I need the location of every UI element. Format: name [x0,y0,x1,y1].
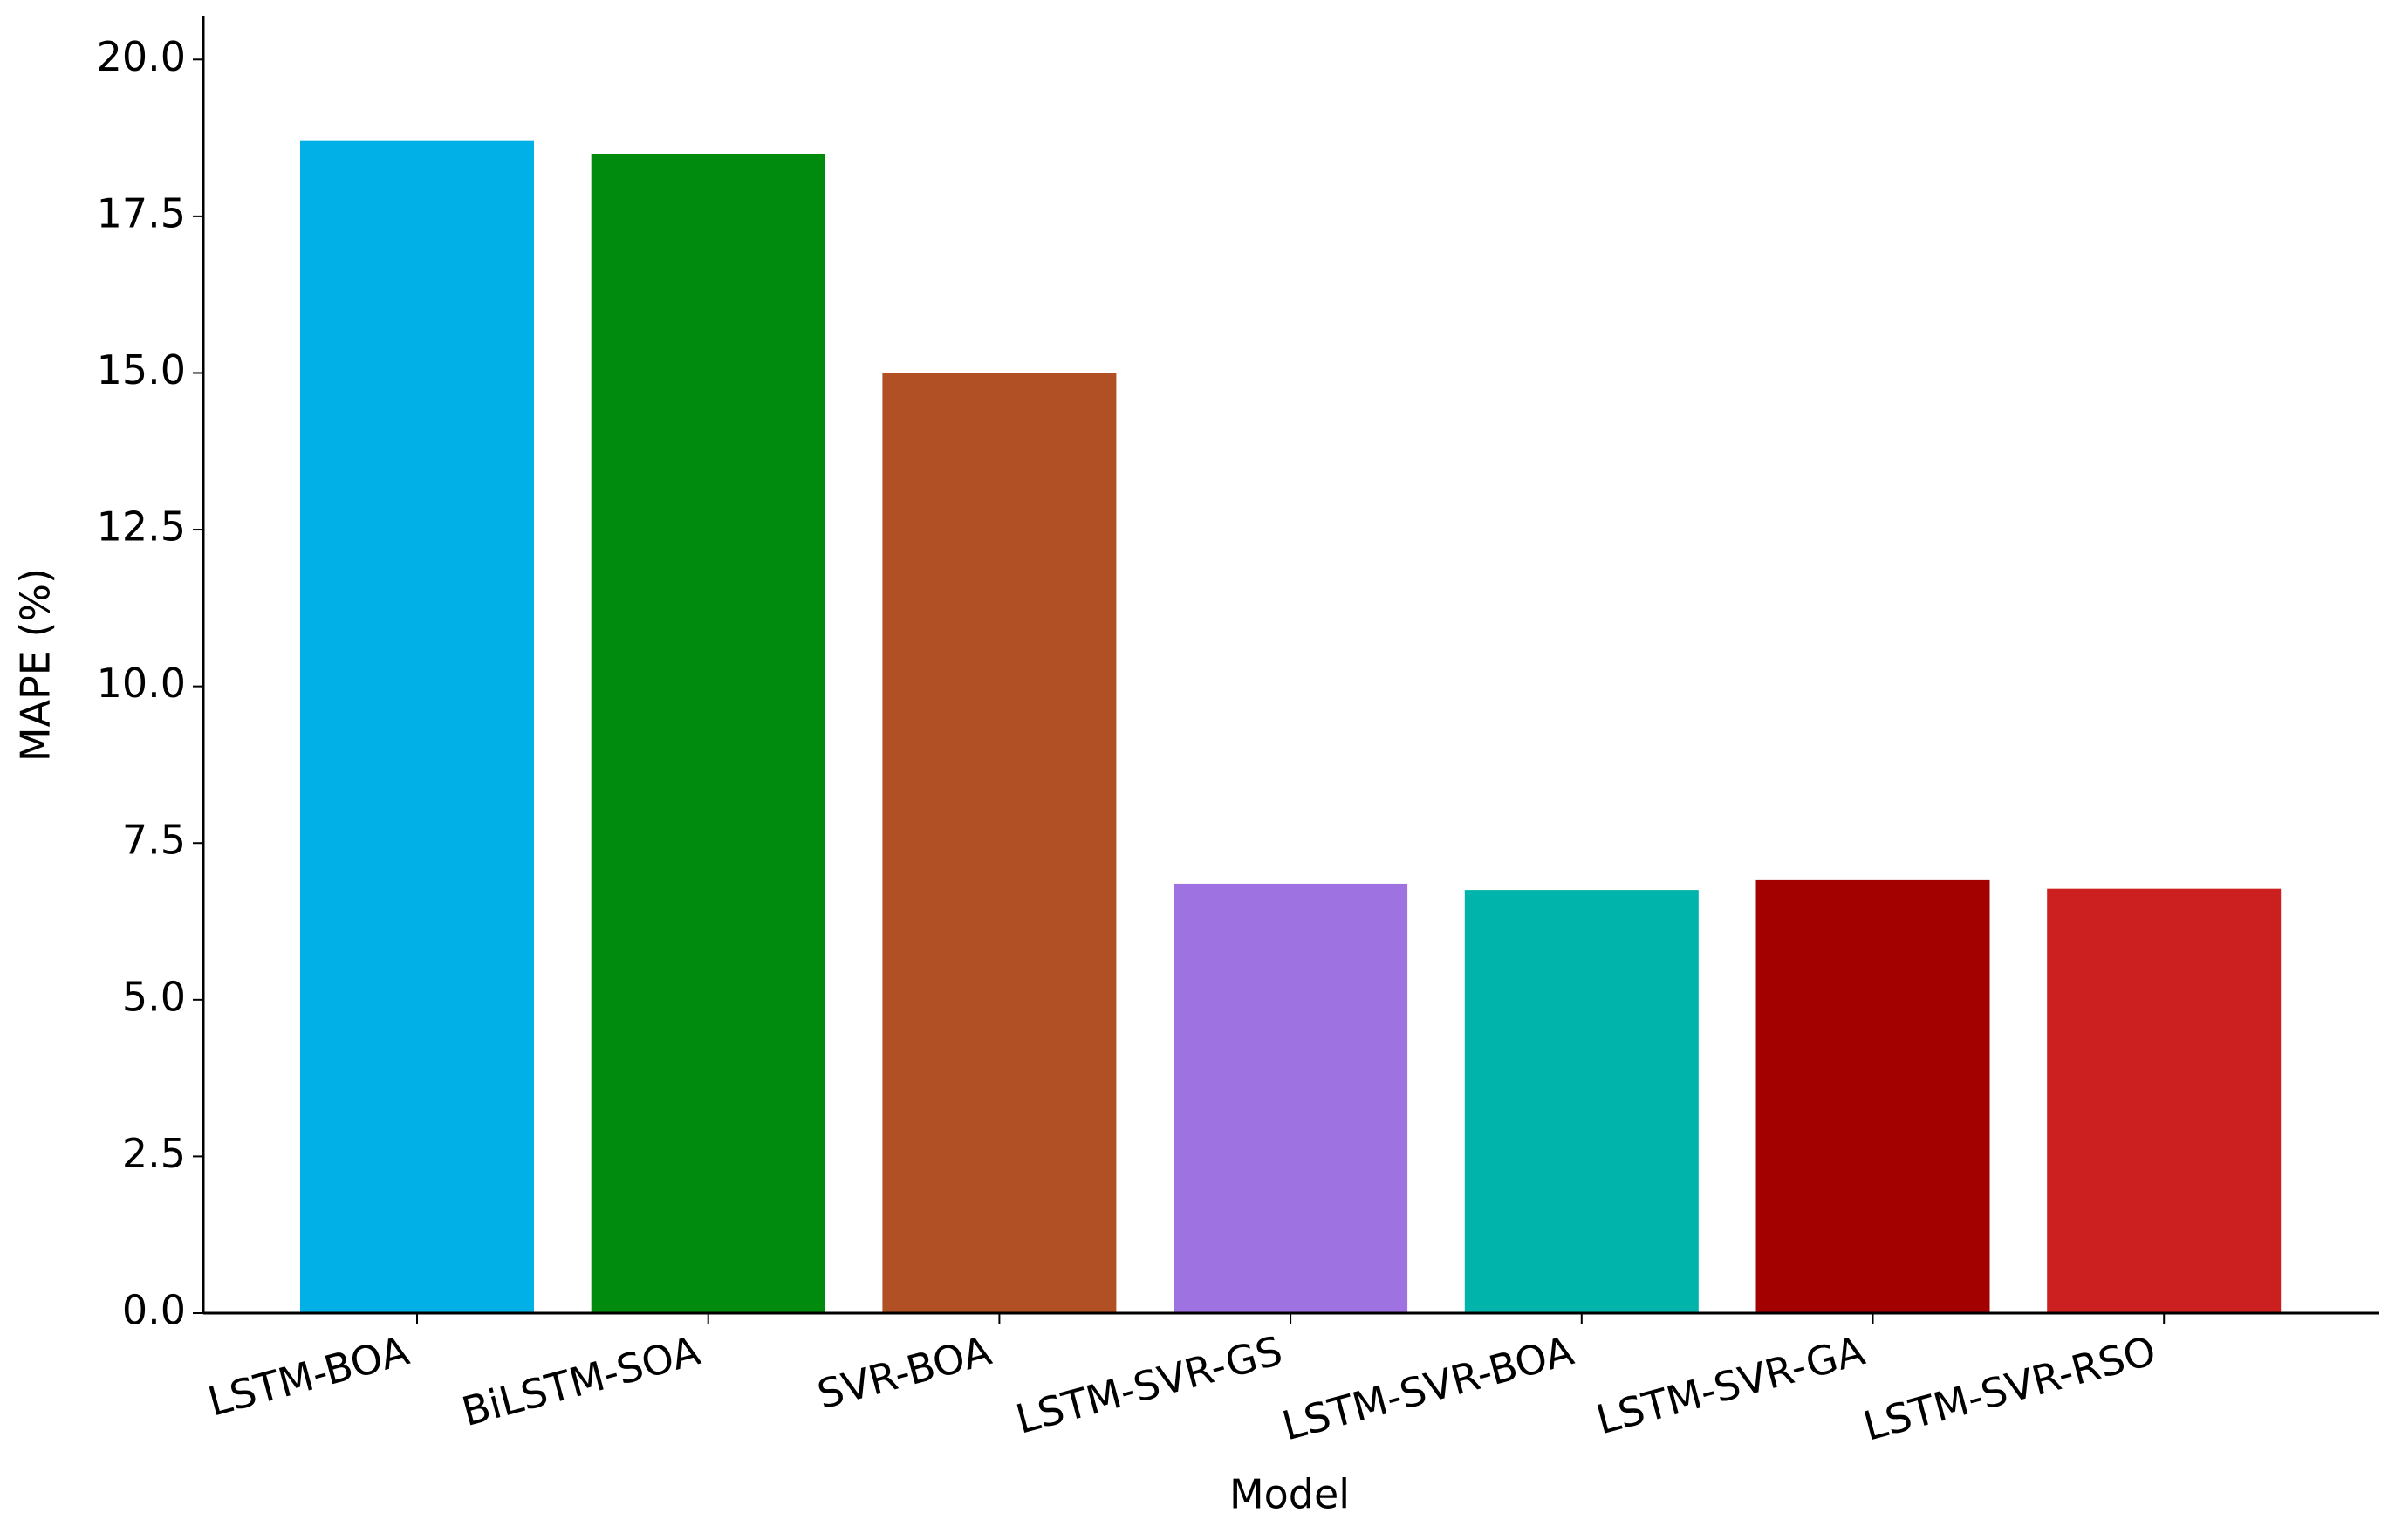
x-tick-label: LSTM-SVR-GS [1011,1327,1287,1443]
x-tick-label: LSTM-SVR-BOA [1277,1326,1578,1449]
x-tick-label: SVR-BOA [812,1326,996,1418]
y-tick-label: 2.5 [122,1130,186,1177]
y-tick-label: 10.0 [97,660,186,707]
x-tick-label: LSTM-BOA [203,1326,414,1425]
y-tick-label: 0.0 [122,1287,186,1334]
bar [1464,890,1699,1313]
y-tick-label: 5.0 [122,973,186,1020]
x-axis-label: Model [1229,1471,1350,1518]
y-axis-label: MAPE (%) [12,568,59,762]
x-tick-label: BiLSTM-SOA [457,1326,706,1435]
x-tick-label: LSTM-SVR-GA [1591,1326,1870,1443]
y-tick-label: 17.5 [97,189,186,236]
y-tick-label: 12.5 [97,503,186,551]
bar [1755,879,1990,1313]
bar [591,154,825,1313]
bar [2047,888,2282,1313]
x-tick-label: LSTM-SVR-RSO [1858,1327,2160,1450]
bar [882,373,1117,1314]
bar [300,140,534,1313]
y-tick-label: 7.5 [122,817,186,864]
bar [1174,883,1408,1313]
y-tick-label: 15.0 [97,346,186,394]
y-tick-label: 20.0 [97,33,186,80]
